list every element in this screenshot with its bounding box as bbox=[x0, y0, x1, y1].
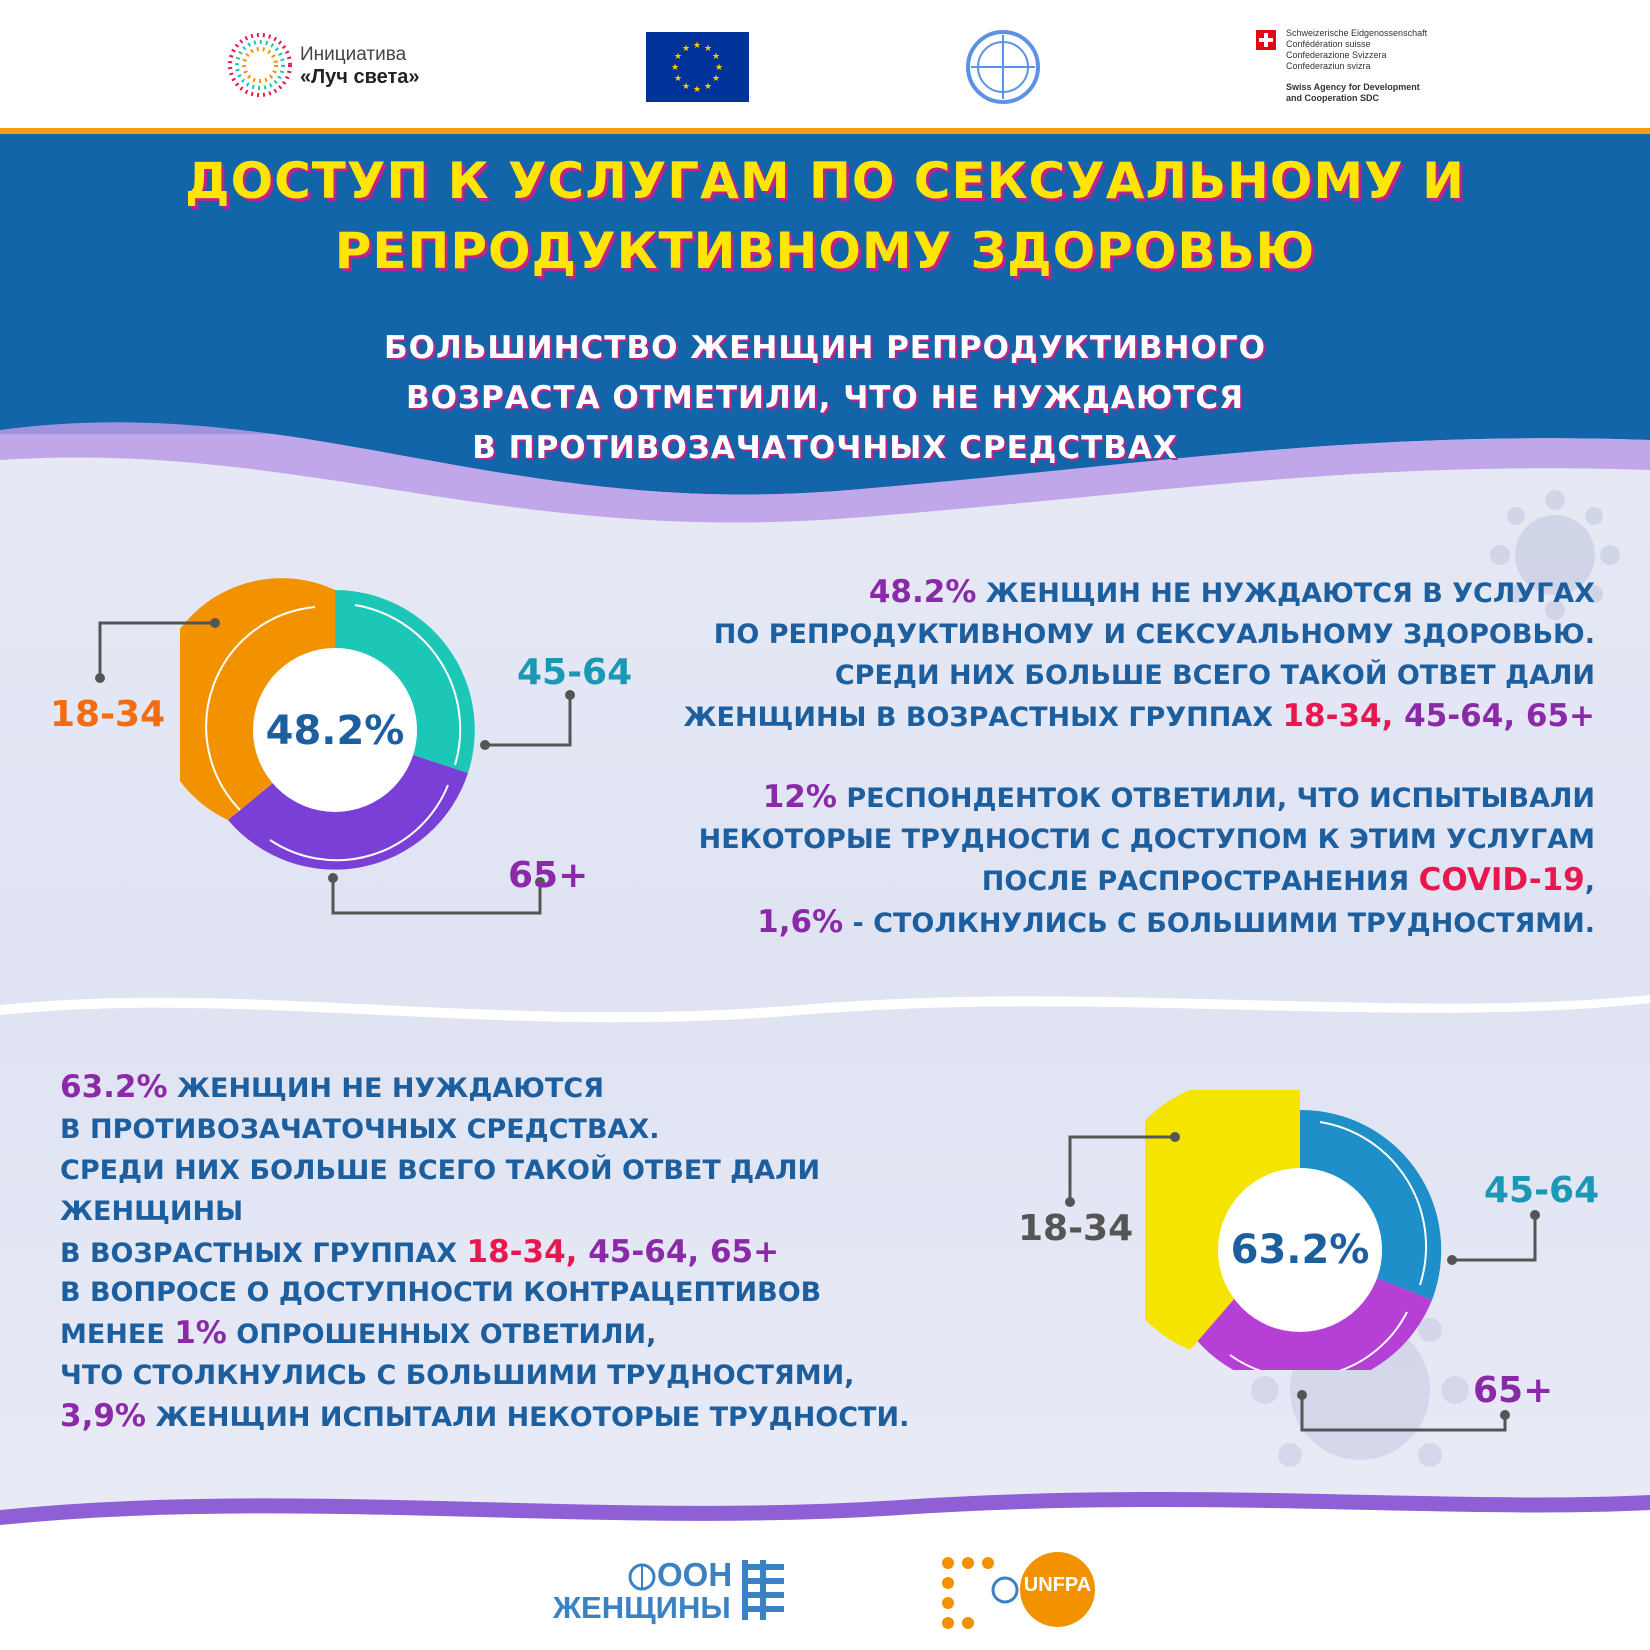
header-band bbox=[0, 134, 1650, 434]
unfpa-text: UNFPA bbox=[1023, 1574, 1092, 1596]
un-emblem-small-icon bbox=[628, 1563, 656, 1591]
page-title-line2: РЕПРОДУКТИВНОМУ ЗДОРОВЬЮ bbox=[334, 222, 1316, 280]
eu-flag-icon: ★ ★ ★ ★ ★ ★ ★ ★ ★ ★ ★ ★ bbox=[646, 32, 749, 102]
donut1-label-45-64: 45-64 bbox=[517, 652, 633, 693]
orange-stripe bbox=[0, 128, 1650, 134]
donut2-label-18-34: 18-34 bbox=[1018, 1208, 1134, 1249]
unfpa-circle: UNFPA bbox=[1020, 1552, 1095, 1627]
svg-text:★: ★ bbox=[674, 74, 682, 84]
header-wave bbox=[0, 400, 1650, 523]
donut1-label-18-34: 18-34 bbox=[50, 694, 166, 735]
swiss-confederation-text: Schweizerische Eidgenossenschaft Confédé… bbox=[1286, 28, 1428, 103]
section2-paragraph1: 63.2% ЖЕНЩИН НЕ НУЖДАЮТСЯ В ПРОТИВОЗАЧАТ… bbox=[60, 1069, 821, 1270]
footer-wave bbox=[0, 1491, 1650, 1650]
donut-chart-2 bbox=[1145, 1090, 1442, 1370]
donut2-segment-65 bbox=[1190, 1278, 1432, 1370]
page-title-line1: ДОСТУП К УСЛУГАМ ПО СЕКСУАЛЬНОМУ И bbox=[185, 152, 1465, 210]
un-women-symbol-icon bbox=[742, 1560, 784, 1620]
svg-text:★: ★ bbox=[715, 63, 723, 73]
un-women-line2: ЖЕНЩИНЫ bbox=[553, 1590, 731, 1625]
subtitle-line2: ВОЗРАСТА ОТМЕТИЛИ, ЧТО НЕ НУЖДАЮТСЯ bbox=[405, 380, 1245, 416]
donut1-center-value: 48.2% bbox=[265, 708, 405, 754]
un-women-line1: ООН bbox=[657, 1556, 733, 1593]
svg-text:★: ★ bbox=[704, 44, 712, 54]
section2-paragraph2: В ВОПРОСЕ О ДОСТУПНОСТИ КОНТРАЦЕПТИВОВ М… bbox=[60, 1277, 910, 1434]
swiss-flag-icon bbox=[1256, 30, 1276, 50]
donut1-label-65: 65+ bbox=[508, 855, 589, 896]
svg-text:★: ★ bbox=[671, 63, 679, 73]
svg-text:★: ★ bbox=[674, 52, 682, 62]
donut2-segment-45-64 bbox=[1300, 1109, 1442, 1300]
section1-paragraph2: 12% РЕСПОНДЕНТОК ОТВЕТИЛИ, ЧТО ИСПЫТЫВАЛ… bbox=[698, 779, 1595, 940]
donut2-segment-18-34 bbox=[1145, 1090, 1300, 1350]
luch-sveta-line2: «Луч света» bbox=[300, 66, 420, 88]
svg-text:★: ★ bbox=[704, 82, 712, 92]
unfpa-dots-icon bbox=[942, 1557, 994, 1629]
donut2-center-value: 63.2% bbox=[1230, 1227, 1370, 1273]
donut2-leader-lines bbox=[1065, 1132, 1540, 1432]
donut2-label-45-64: 45-64 bbox=[1484, 1170, 1600, 1211]
svg-text:★: ★ bbox=[693, 85, 701, 95]
donut1-segment-45-64 bbox=[335, 590, 475, 773]
subtitle-line3: В ПРОТИВОЗАЧАТОЧНЫХ СРЕДСТВАХ bbox=[472, 430, 1178, 466]
section1-paragraph1: 48.2% ЖЕНЩИН НЕ НУЖДАЮТСЯ В УСЛУГАХ ПО Р… bbox=[683, 574, 1595, 734]
svg-text:★: ★ bbox=[693, 41, 701, 51]
divider-wave bbox=[0, 995, 1650, 1023]
un-emblem-unfpa-icon bbox=[991, 1576, 1019, 1604]
logo-bar bbox=[0, 0, 1650, 128]
donut1-leader-lines bbox=[95, 618, 575, 915]
donut1-segment-18-34 bbox=[180, 578, 335, 820]
luch-sveta-line1: Инициатива bbox=[300, 44, 407, 65]
svg-text:★: ★ bbox=[712, 74, 720, 84]
un-emblem-icon bbox=[966, 30, 1040, 104]
donut1-segment-65 bbox=[228, 755, 468, 870]
donut2-label-65: 65+ bbox=[1473, 1370, 1554, 1411]
donut-chart-1 bbox=[180, 578, 475, 870]
svg-text:★: ★ bbox=[682, 82, 690, 92]
subtitle-line1: БОЛЬШИНСТВО ЖЕНЩИН РЕПРОДУКТИВНОГО bbox=[384, 330, 1266, 366]
virus-icon bbox=[1490, 490, 1620, 620]
svg-text:★: ★ bbox=[682, 44, 690, 54]
svg-text:★: ★ bbox=[712, 52, 720, 62]
luch-sveta-logo-icon bbox=[228, 33, 292, 97]
